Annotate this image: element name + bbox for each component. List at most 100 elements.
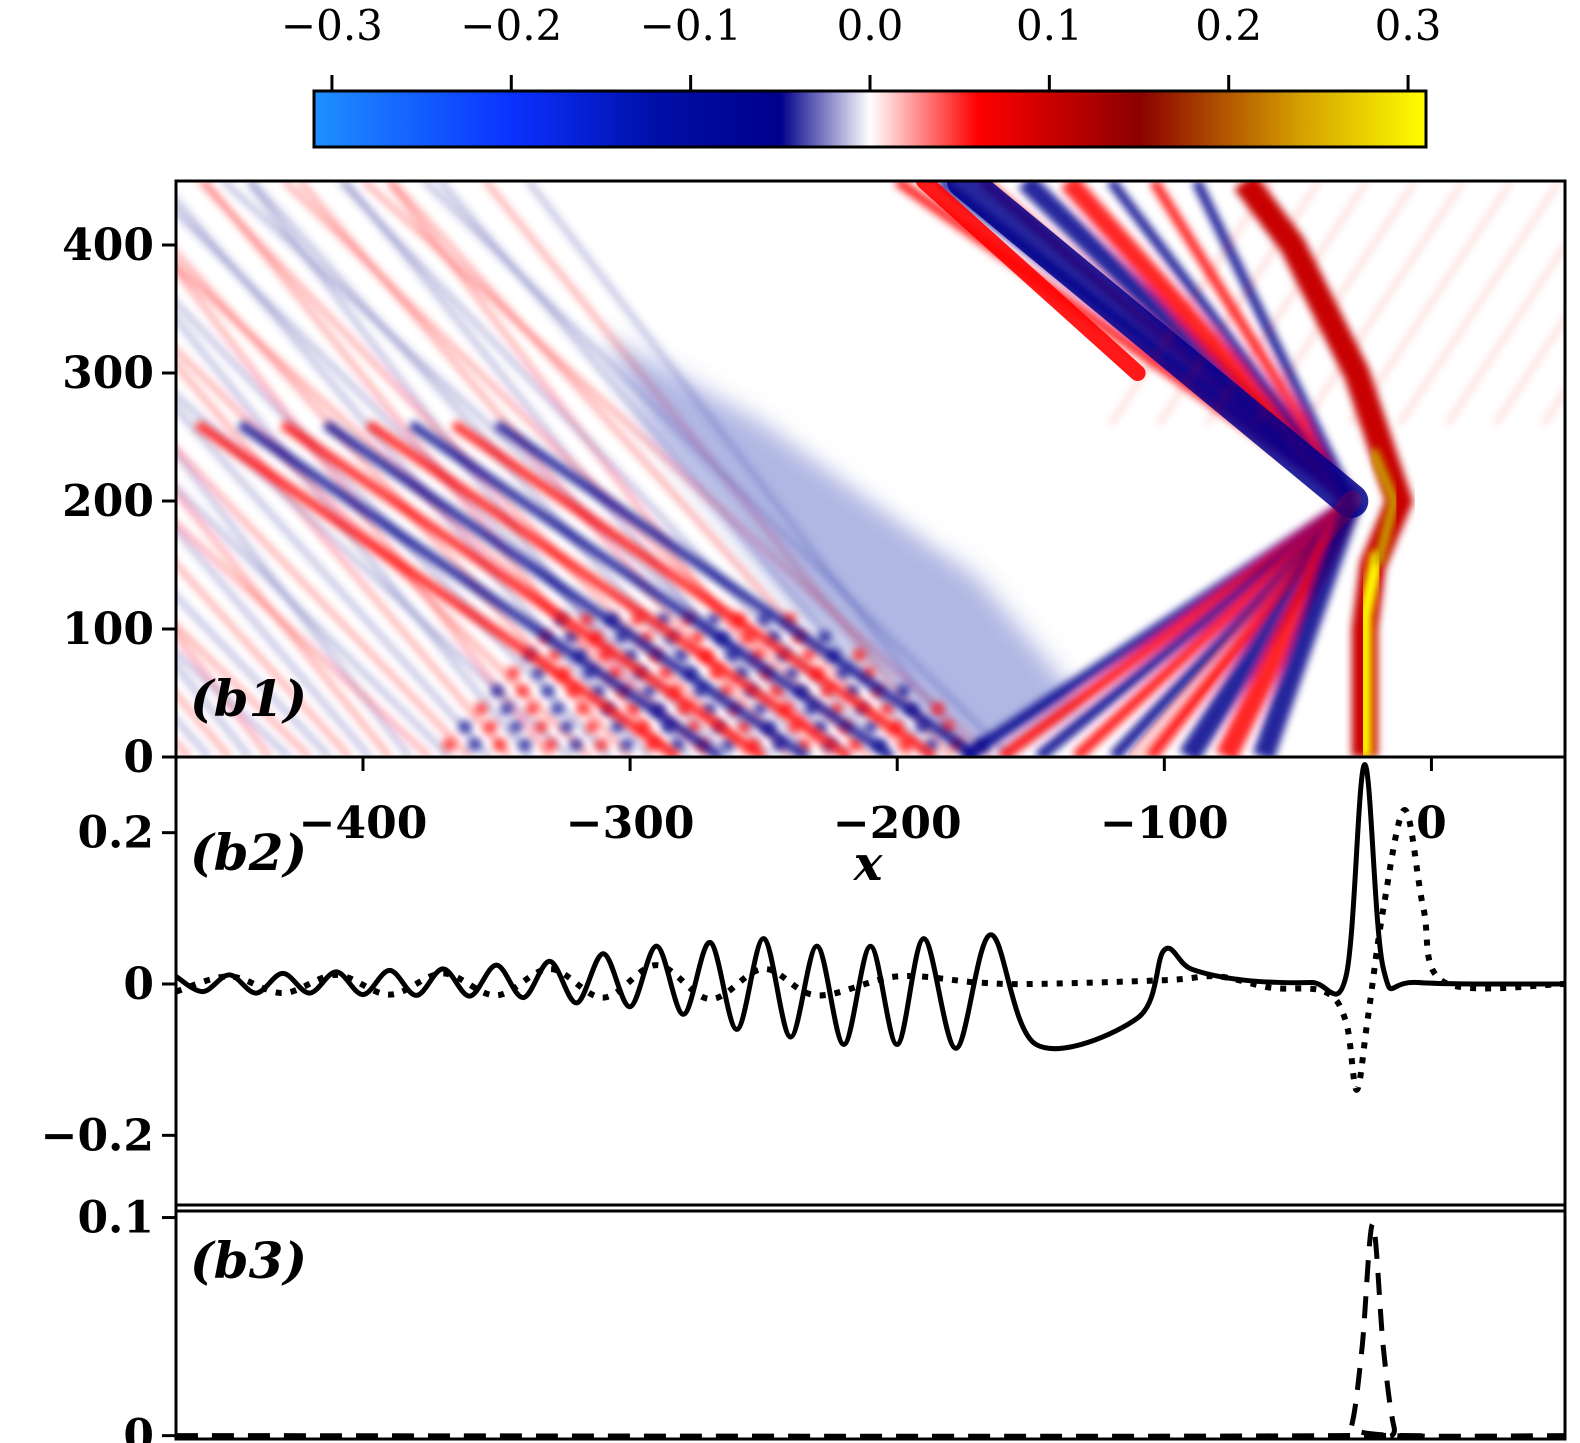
checker-cell <box>509 720 522 733</box>
panel-b2-y-ticks: −0.2 0 0.2 <box>41 808 176 1161</box>
radiation-stripe <box>176 592 332 757</box>
hatch-stripe <box>1108 181 1274 426</box>
checker-cell <box>738 720 751 733</box>
checker-cell <box>722 738 735 751</box>
radiation-stripe <box>176 448 412 757</box>
y-tick-label: −0.2 <box>41 1110 154 1161</box>
checker-cell <box>525 702 538 715</box>
y-tick-label: 400 <box>62 220 154 271</box>
radiation-stripe <box>176 520 432 757</box>
radiation-stripe <box>176 631 272 757</box>
hatch-stripe <box>1204 181 1370 426</box>
x-tick-label: −300 <box>566 798 695 849</box>
checker-cell <box>671 738 684 751</box>
checker-cell <box>770 685 783 697</box>
panel-b3-label: (b3) <box>190 1231 307 1290</box>
checker-cell <box>459 720 472 733</box>
checker-cell <box>786 667 799 680</box>
checker-cell <box>611 720 624 733</box>
checker-cell <box>551 702 564 715</box>
x-axis-label: x <box>853 836 884 892</box>
reflected-red-front <box>915 181 1146 381</box>
b2-series-solid <box>176 762 1565 1052</box>
checker-cell <box>802 649 815 662</box>
checker-cell <box>659 667 672 680</box>
checker-cell <box>881 702 894 715</box>
checker-cell <box>818 631 831 644</box>
faint-red-band <box>1127 491 1362 757</box>
checker-cell <box>548 649 561 662</box>
diverging-band <box>1149 181 1356 504</box>
soliton-track-core <box>1357 550 1385 757</box>
left-bands <box>194 420 981 757</box>
checker-cell <box>853 649 866 662</box>
radiation-stripe <box>176 560 352 757</box>
x-tick-label: 0 <box>1416 798 1447 849</box>
radiation-stripe <box>389 181 913 757</box>
checker-cell <box>443 738 456 751</box>
checker-cell <box>475 702 488 715</box>
panel-b3-y-ticks: 00.1 <box>77 1193 176 1443</box>
checker-cell <box>484 720 497 733</box>
colorbar-tick-label: 0.2 <box>1195 1 1262 50</box>
hatch-stripe <box>1493 314 1565 426</box>
y-tick-label: 0.1 <box>77 1193 154 1244</box>
checker-cell <box>491 685 504 697</box>
panel-b3-frame <box>174 1203 1567 1441</box>
panel-b2: −0.2 0 0.2 (b2) <box>41 755 1567 1213</box>
y-tick-label: 300 <box>62 348 154 399</box>
checker-cell <box>707 613 720 626</box>
panel-b3: 00.1 (b3) <box>77 1193 1567 1443</box>
y-tick-label: 0 <box>123 1411 154 1443</box>
hatch-stripe <box>1445 241 1565 426</box>
colorbar-tick-label: 0.1 <box>1016 1 1083 50</box>
panel-b2-label: (b2) <box>190 823 307 882</box>
colorbar-ticks: −0.3 −0.2 −0.1 0.0 0.1 0.2 0.3 <box>281 1 1442 91</box>
panel-b1: 0 100 200 300 400 −400 −300 −200 −100 0 (b1) x <box>62 179 1567 892</box>
x-tick-label: −100 <box>1100 798 1229 849</box>
wave-band <box>322 420 810 757</box>
hatch-stripe <box>1397 181 1562 426</box>
radiation-stripe <box>176 525 372 757</box>
hatch-stripe <box>1156 181 1322 426</box>
checker-cell <box>468 738 481 751</box>
b3-series-dashed <box>176 1221 1565 1439</box>
panel-b1-label: (b1) <box>190 669 307 728</box>
checker-cell <box>643 685 656 697</box>
y-tick-label: 200 <box>62 476 154 527</box>
panel-b3-lines <box>176 1221 1565 1439</box>
wave-band <box>280 420 767 757</box>
radiation-stripe <box>176 484 452 757</box>
radiation-stripe <box>176 488 392 757</box>
checker-cell <box>580 613 593 626</box>
colorbar-tick-label: 0.3 <box>1375 1 1442 50</box>
checker-cell <box>500 702 513 715</box>
checker-cell <box>620 738 633 751</box>
hatch-stripe <box>1301 181 1466 426</box>
checker-cell <box>564 631 577 644</box>
colorbar-tick-label: −0.1 <box>640 1 742 50</box>
reflected-blue-band <box>946 181 1369 518</box>
y-tick-label: 0 <box>123 959 154 1010</box>
wave-band <box>194 420 682 757</box>
wave-band <box>450 420 938 757</box>
checker-cell <box>865 720 878 733</box>
panel-b1-y-ticks: 0 100 200 300 400 <box>62 220 176 783</box>
diverging-band <box>1191 181 1356 504</box>
checker-cell <box>493 738 506 751</box>
upper-right-hatch <box>1108 181 1565 426</box>
radiation-stripe <box>176 266 552 757</box>
radiation-stripe <box>176 445 472 757</box>
y-tick-label: 0.2 <box>77 808 154 859</box>
y-tick-label: 100 <box>62 604 154 655</box>
blue-wake-region <box>603 334 1085 757</box>
checker-cell <box>569 738 582 751</box>
checker-cell <box>595 738 608 751</box>
checker-cell <box>849 738 862 751</box>
checker-cell <box>754 702 767 715</box>
heatmap-field <box>176 181 1565 757</box>
panel-b1-x-ticks: −400 −300 −200 −100 0 <box>299 757 1447 849</box>
checker-cell <box>576 702 589 715</box>
y-tick-label: 0 <box>123 732 154 783</box>
